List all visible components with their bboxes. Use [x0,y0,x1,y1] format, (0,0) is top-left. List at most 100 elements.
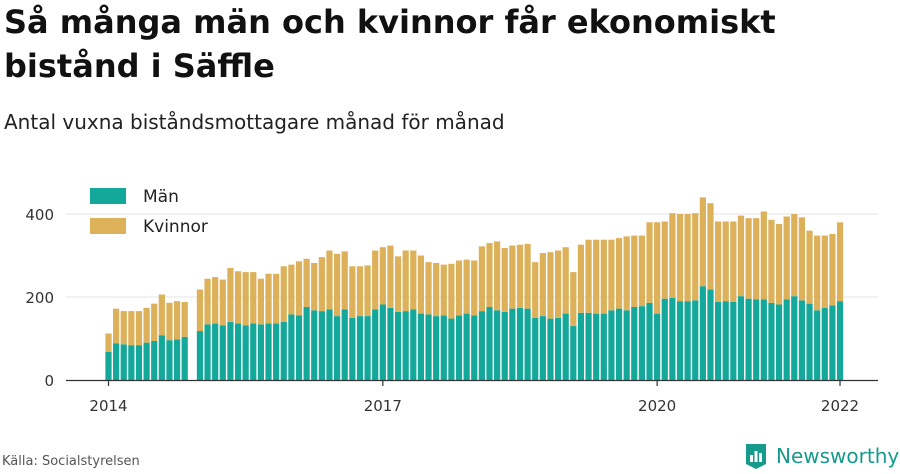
bar-kvinnor [577,244,585,313]
bar-kvinnor [798,217,806,301]
bar-kvinnor [410,250,417,310]
bar-kvinnor [394,256,402,312]
bar-kvinnor [600,239,607,314]
source-note: Källa: Socialstyrelsen [2,454,140,469]
bar-men [737,296,745,380]
bar-kvinnor [509,245,516,309]
bar-kvinnor [501,248,508,312]
bar-kvinnor [227,267,234,322]
bar-men [113,343,120,380]
bar-men [257,324,264,380]
bar-kvinnor [585,239,592,313]
bar-kvinnor [196,289,204,332]
bar-kvinnor [471,260,478,316]
bar-kvinnor [151,303,158,341]
brand[interactable]: Newsworthy [744,441,899,471]
bar-men [783,299,790,380]
x-tick-label: 2017 [364,397,402,415]
bar-kvinnor [166,302,173,341]
bar-men [318,311,325,380]
legend-swatch [90,218,126,234]
bar-men [196,331,204,380]
bar-men [631,306,638,380]
bar-men [745,298,752,380]
bar-kvinnor [433,262,440,317]
bar-kvinnor [417,255,425,314]
bar-men [532,317,539,380]
bar-kvinnor [204,278,211,325]
bar-men [402,311,409,380]
bar-men [425,314,432,380]
bar-kvinnor [425,262,432,315]
bar-men [539,316,546,380]
bar-men [120,344,127,380]
bar-kvinnor [814,235,821,311]
bar-men [128,345,135,380]
bar-kvinnor [280,266,287,322]
axes: 2014 2017 2020 2022 [66,379,878,415]
bar-men [600,313,607,380]
bar-men [478,311,485,380]
bar-kvinnor [638,235,645,307]
bar-kvinnor [829,233,836,306]
bar-men [524,308,531,380]
bar-men [562,313,569,380]
bar-men [273,323,280,380]
bar-men [288,314,295,380]
y-tick-label: 0 [44,372,54,390]
bar-kvinnor [387,245,394,308]
bar-men [105,351,112,380]
bar-kvinnor [234,271,242,324]
bar-men [829,305,836,380]
bar-men [501,311,508,380]
bar-kvinnor [295,261,303,316]
bar-men [234,323,242,380]
bar-men [646,302,653,380]
bar-men [135,345,143,380]
bar-kvinnor [105,333,112,352]
bar-kvinnor [326,250,333,310]
legend: Män Kvinnor [90,187,208,237]
bar-men [638,306,645,380]
bar-men [334,316,341,380]
bar-men [661,298,668,380]
bar-men [486,306,493,380]
bar-men [814,310,821,380]
bar-men [615,308,623,380]
bar-kvinnor [661,221,668,299]
bar-men [379,304,386,380]
bar-kvinnor [356,266,364,317]
bar-kvinnor [745,218,752,299]
bar-men [722,301,729,380]
bar-kvinnor [715,221,722,302]
bar-men [463,313,470,380]
bar-kvinnor [516,244,524,308]
bar-kvinnor [265,273,272,324]
bars [105,197,844,380]
bar-kvinnor [494,241,501,311]
bar-kvinnor [608,239,615,311]
bar-men [753,299,760,380]
newsworthy-logo-icon [746,444,766,469]
bar-men [577,312,585,380]
legend-label: Kvinnor [143,217,208,237]
bar-kvinnor [539,253,546,317]
bar-men [608,310,615,380]
bar-men [219,325,226,380]
bar-men [204,324,211,380]
bar-men [356,316,364,380]
bar-kvinnor [486,243,493,307]
bar-kvinnor [631,235,638,307]
bar-men [760,299,767,380]
bar-kvinnor [684,214,691,302]
bar-kvinnor [440,264,447,316]
bar-men [585,312,592,380]
bar-men [242,325,249,380]
bar-kvinnor [158,294,165,336]
bar-men [181,336,188,380]
bar-kvinnor [722,221,729,302]
bar-men [547,318,554,380]
bar-kvinnor [730,221,737,302]
bar-men [143,342,150,380]
bar-kvinnor [448,263,455,319]
